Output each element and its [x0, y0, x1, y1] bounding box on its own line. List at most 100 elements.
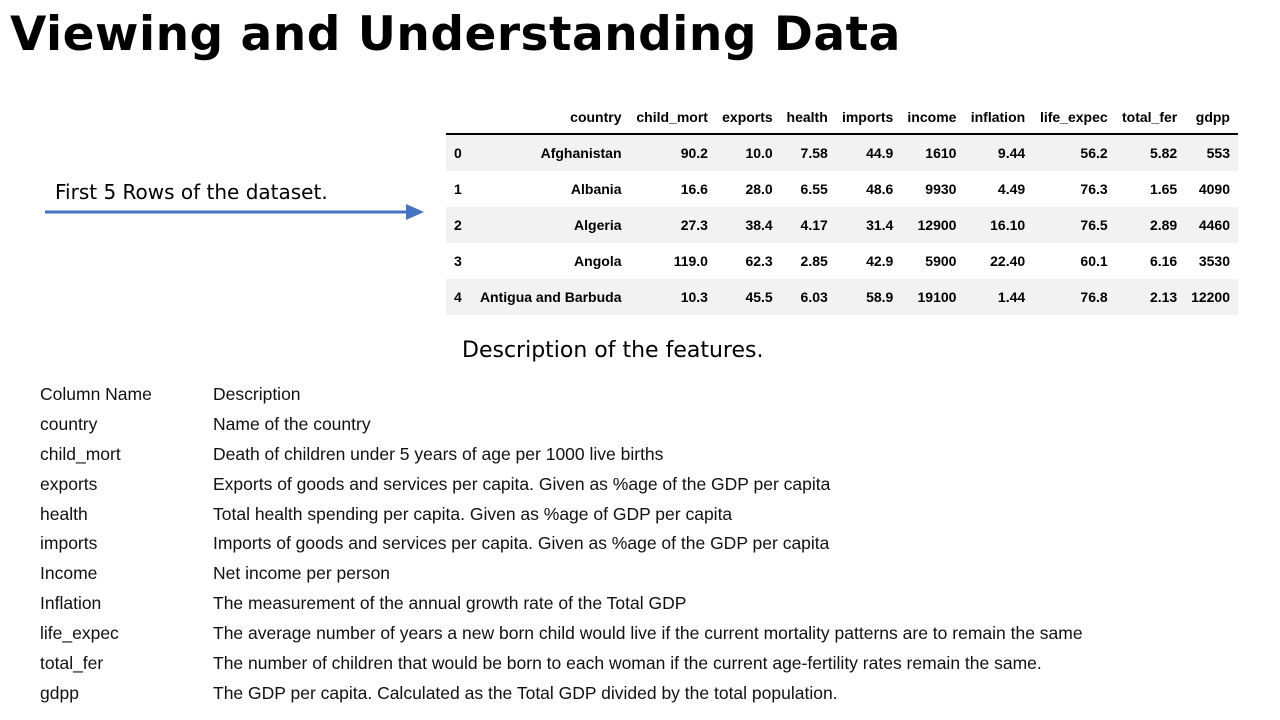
feature-name: Inflation	[40, 593, 102, 614]
feature-name: gdpp	[40, 682, 79, 703]
table-cell: 6.16	[1149, 253, 1178, 269]
feature-name: imports	[40, 533, 98, 554]
table-cell: 7.58	[780, 134, 836, 171]
table-cell: 76.3	[1080, 181, 1108, 197]
table-row: 1 Albania 16.6 28.0 6.55 48.6 9930 4.49 76.3 1.65…	[446, 171, 1238, 207]
column-header: total_fer	[1115, 100, 1186, 135]
table-cell: 42.9	[866, 253, 894, 269]
table-cell: 22.40	[990, 253, 1026, 269]
table-cell: 2.13	[1115, 279, 1186, 315]
feature-description: Imports of goods and services per capita…	[213, 533, 830, 554]
table-cell: Angola	[574, 253, 622, 269]
table-cell: Antigua and Barbuda	[470, 279, 630, 315]
row-index: 4	[446, 279, 471, 315]
table-cell: 12900	[901, 207, 965, 243]
callout-text: First 5 Rows of the dataset.	[55, 180, 328, 204]
table-cell: 19100	[901, 279, 965, 315]
row-index: 2	[446, 207, 471, 243]
table-cell: 27.3	[629, 207, 716, 243]
table-cell: 553	[1185, 134, 1238, 171]
table-cell: 76.8	[1033, 279, 1116, 315]
table-cell: 4090	[1198, 181, 1230, 197]
table-cell: 6.03	[780, 279, 836, 315]
feature-description: Net income per person	[213, 563, 391, 584]
feature-description: The GDP per capita. Calculated as the To…	[213, 682, 838, 703]
table-cell: 31.4	[835, 207, 902, 243]
table-cell: 119.0	[673, 253, 708, 269]
table-cell: Afghanistan	[470, 134, 630, 171]
table-cell: 62.3	[745, 253, 773, 269]
table-cell: 9.44	[964, 134, 1034, 171]
table-cell: 44.9	[835, 134, 902, 171]
row-index: 1	[454, 181, 462, 197]
table-cell: 45.5	[715, 279, 781, 315]
table-cell: 5900	[925, 253, 957, 269]
table-cell: 56.2	[1033, 134, 1116, 171]
feature-description: Name of the country	[213, 413, 371, 434]
column-header: life_expec	[1033, 100, 1116, 135]
feature-description: The number of children that would be bor…	[213, 653, 1042, 674]
feature-name: health	[40, 503, 88, 524]
column-header: country	[470, 100, 630, 135]
dataframe-head-table: country child_mort exports health imports inc…	[446, 100, 1238, 315]
table-cell: 12200	[1185, 279, 1238, 315]
table-row: 4 Antigua and Barbuda 10.3 45.5 6.03 58.9 1910…	[446, 279, 1238, 315]
feature-name: total_fer	[40, 653, 104, 674]
feature-name: exports	[40, 473, 98, 494]
column-name-header: Column Name	[40, 384, 152, 404]
column-header: exports	[715, 100, 781, 135]
table-cell: 2.89	[1115, 207, 1186, 243]
table-cell: 60.1	[1080, 253, 1108, 269]
feature-description: The measurement of the annual growth rat…	[213, 593, 687, 614]
table-cell: 48.6	[866, 181, 894, 197]
table-cell: 10.0	[715, 134, 781, 171]
table-cell: Albania	[570, 181, 622, 197]
table-row: 0 Afghanistan 90.2 10.0 7.58 44.9 1610 9.44 56.2…	[446, 134, 1238, 171]
row-index: 0	[446, 134, 471, 171]
table-row: 3 Angola 119.0 62.3 2.85 42.9 5900 22.40 60.1 6.1…	[446, 243, 1238, 279]
table-cell: 5.82	[1115, 134, 1186, 171]
table-cell: 38.4	[715, 207, 781, 243]
table-cell: 3530	[1198, 253, 1230, 269]
feature-description: The average number of years a new born c…	[213, 623, 1083, 644]
table-body: 0 Afghanistan 90.2 10.0 7.58 44.9 1610 9.44 56.2…	[446, 134, 1238, 315]
table-cell: 58.9	[835, 279, 902, 315]
table-header-row: country child_mort exports health imports inc…	[446, 100, 1238, 135]
table-cell: 16.10	[964, 207, 1034, 243]
column-header: inflation	[964, 100, 1034, 135]
feature-description: Exports of goods and services per capita…	[213, 473, 831, 494]
column-header: gdpp	[1185, 100, 1238, 135]
feature-name: Income	[40, 563, 98, 584]
index-header	[446, 100, 471, 135]
column-header: child_mort	[629, 100, 716, 135]
table-cell: 9930	[925, 181, 957, 197]
table-cell: 4460	[1185, 207, 1238, 243]
table-cell: 1.44	[964, 279, 1034, 315]
arrow-head	[406, 204, 424, 220]
description-header: Description	[213, 384, 301, 404]
right-arrow-icon	[45, 204, 424, 220]
slide-title: Viewing and Understanding Data	[10, 7, 901, 62]
row-index: 3	[454, 253, 462, 269]
table-cell: 1.65	[1149, 181, 1178, 197]
table-row: 2 Algeria 27.3 38.4 4.17 31.4 12900 16.10 76.5 2.…	[446, 207, 1238, 243]
table-cell: 76.5	[1033, 207, 1116, 243]
features-heading: Description of the features.	[462, 338, 764, 363]
table-cell: 90.2	[629, 134, 716, 171]
table-cell: 28.0	[745, 181, 773, 197]
column-header: income	[901, 100, 965, 135]
table-cell: 10.3	[629, 279, 716, 315]
feature-description: Death of children under 5 years of age p…	[213, 443, 664, 464]
table-cell: 2.85	[800, 253, 828, 269]
table-cell: 6.55	[800, 181, 828, 197]
table-cell: 4.49	[997, 181, 1026, 197]
feature-name: country	[40, 413, 98, 434]
feature-description: Total health spending per capita. Given …	[213, 503, 733, 524]
column-header: health	[780, 100, 836, 135]
feature-name: life_expec	[40, 623, 119, 644]
column-header: imports	[835, 100, 902, 135]
feature-name: child_mort	[40, 443, 121, 464]
table-cell: Algeria	[470, 207, 630, 243]
table-cell: 1610	[901, 134, 965, 171]
table-cell: 4.17	[780, 207, 836, 243]
